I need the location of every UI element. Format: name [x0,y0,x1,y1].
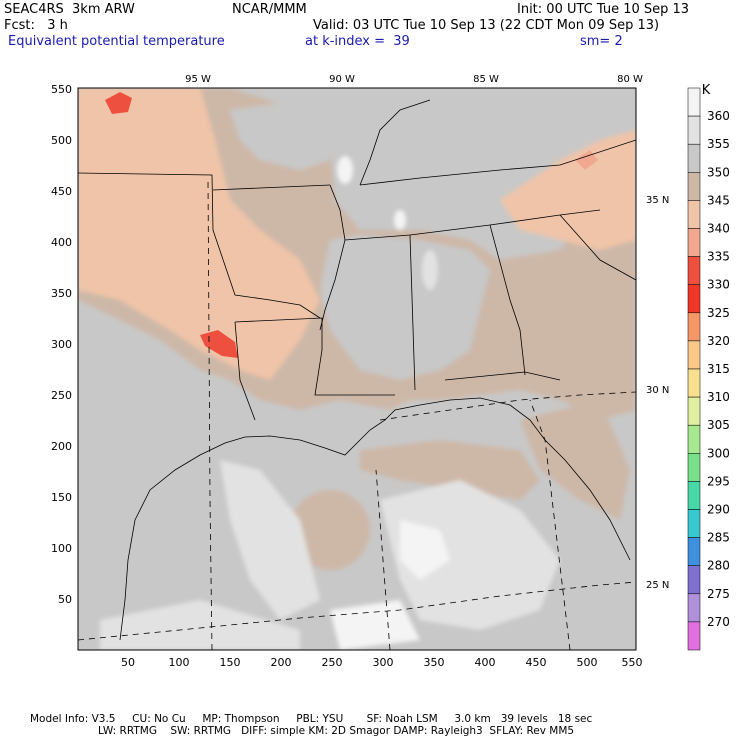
legend-level-label: 345 [707,193,730,207]
smoothing: sm= 2 [580,34,623,49]
x-tick-label: 500 [577,656,598,669]
x-tick-label: 100 [169,656,190,669]
y-tick-label: 200 [51,440,72,453]
organization: NCAR/MMM [232,2,307,17]
y-tick-label: 400 [51,236,72,249]
legend-level-label: 280 [707,559,730,573]
x-tick-label: 350 [424,656,445,669]
valid-time: Valid: 03 UTC Tue 10 Sep 13 (22 CDT Mon … [313,18,660,33]
legend-swatch [687,509,701,538]
legend-level-label: 310 [707,390,730,404]
y-tick-label: 300 [51,338,72,351]
x-axis: 50 100 150 200 250 300 350 400 450 500 5… [121,656,643,669]
lon-label: 85 W [473,74,499,85]
legend-level-label: 340 [707,222,730,236]
y-tick-label: 100 [51,542,72,555]
legend-swatch [687,228,701,257]
lat-label: 35 N [646,195,669,206]
high-theta-e-spots [105,92,598,358]
lat-label: 30 N [646,385,669,396]
x-tick-label: 400 [475,656,496,669]
lat-label: 25 N [646,580,669,591]
legend-level-label: 315 [707,362,730,376]
y-tick-label: 550 [51,83,72,96]
legend-level-label: 335 [707,250,730,264]
legend-level-label: 300 [707,446,730,460]
legend-swatch [687,453,701,482]
forecast-hour: Fcst: 3 h [4,18,68,33]
legend-swatch [687,621,701,651]
y-tick-label: 350 [51,287,72,300]
legend-level-label: 330 [707,278,730,292]
legend-swatch [687,312,701,342]
legend-level-label: 355 [707,137,730,151]
legend-level-label: 295 [707,474,730,488]
legend-swatch [687,424,701,454]
legend-swatch [687,396,701,426]
longitude-labels: 95 W 90 W 85 W 80 W [185,74,643,85]
y-tick-label: 150 [51,491,72,504]
legend-level-label: 290 [707,503,730,517]
legend-swatch [687,200,701,229]
legend-swatch [687,87,701,117]
latitude-labels: 35 N 30 N 25 N [646,195,669,591]
lon-label: 95 W [185,74,211,85]
legend-swatch [687,593,701,623]
color-legend: K 360 355 350 345 340 335 330 325 320 315 310 305 30… [687,83,730,651]
boundaries [78,99,636,641]
map-frame [77,87,637,651]
level-index: at k-index = 39 [305,34,410,49]
x-tick-label: 200 [271,656,292,669]
y-tick-label: 450 [51,185,72,198]
model-title: SEAC4RS 3km ARW [4,2,135,17]
legend-level-label: 270 [707,615,730,629]
x-tick-label: 450 [526,656,547,669]
legend-swatch [687,565,701,595]
legend-level-label: 320 [707,334,730,348]
theta-e-field [78,88,636,650]
x-tick-label: 150 [220,656,241,669]
lat-lon-grid [78,179,636,650]
model-info-line2: LW: RRTMG SW: RRTMG DIFF: simple KM: 2D … [98,725,575,737]
y-tick-label: 250 [51,389,72,402]
legend-unit: K [702,83,711,98]
legend-swatch [687,143,701,173]
legend-level-label: 350 [707,165,730,179]
legend-swatch [687,481,701,510]
y-tick-label: 500 [51,134,72,147]
x-tick-label: 50 [121,656,135,669]
x-tick-label: 300 [373,656,394,669]
field-name: Equivalent potential temperature [8,34,225,49]
init-time: Init: 00 UTC Tue 10 Sep 13 [517,2,690,17]
legend-level-label: 275 [707,587,730,601]
legend-swatch [687,256,701,285]
legend-level-label: 305 [707,418,730,432]
legend-swatch [687,284,701,314]
legend-swatch [687,172,701,201]
legend-swatch [687,340,701,370]
legend-level-label: 325 [707,306,730,320]
lon-label: 90 W [329,74,355,85]
legend-swatch [687,537,701,566]
lon-label: 80 W [617,74,643,85]
x-tick-label: 550 [622,656,643,669]
y-axis: 550 500 450 400 350 300 250 200 150 100 … [51,83,72,606]
legend-level-label: 360 [707,109,730,123]
legend-swatch [687,368,701,398]
legend-swatch [687,115,701,145]
legend-level-label: 285 [707,531,730,545]
y-tick-label: 50 [58,593,72,606]
x-tick-label: 250 [322,656,343,669]
model-info-line1: Model Info: V3.5 CU: No Cu MP: Thompson … [30,713,593,725]
